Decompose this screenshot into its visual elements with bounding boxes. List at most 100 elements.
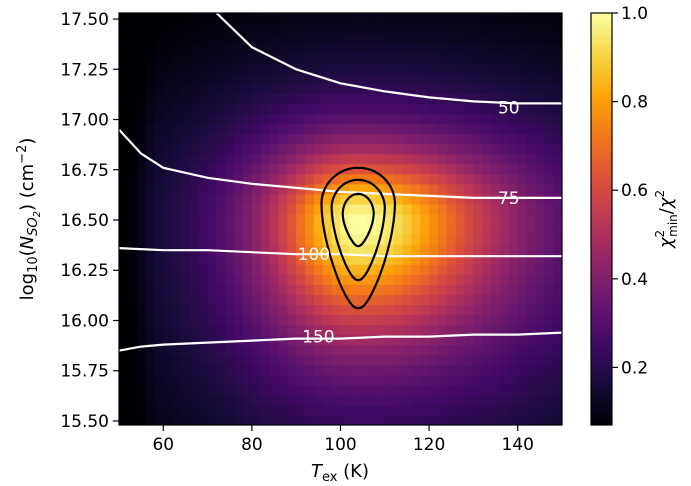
heatmap-cell xyxy=(367,314,377,326)
heatmap-cell xyxy=(420,294,430,306)
heatmap-cell xyxy=(455,123,466,135)
heatmap-cell xyxy=(508,254,519,265)
heatmap-cell xyxy=(225,334,235,346)
heatmap-cell xyxy=(473,334,483,346)
heatmap-cell xyxy=(163,264,173,275)
heatmap-cell xyxy=(358,43,368,54)
heatmap-cell xyxy=(437,143,448,155)
confidence-contour-3 xyxy=(341,192,375,248)
heatmap-cell xyxy=(464,254,474,265)
heatmap-cell xyxy=(145,414,156,425)
heatmap-cell xyxy=(358,234,368,245)
heatmap-cell xyxy=(375,153,386,165)
heatmap-cell xyxy=(207,13,218,24)
heatmap-cell xyxy=(393,404,404,416)
heatmap-cell xyxy=(287,213,297,225)
heatmap-cell xyxy=(429,264,439,275)
heatmap-cell xyxy=(420,63,430,74)
heatmap-cell xyxy=(305,294,315,306)
heatmap-cell xyxy=(393,23,404,34)
heatmap-cell xyxy=(119,334,129,346)
heatmap-cell xyxy=(411,274,421,285)
heatmap-cell xyxy=(544,183,554,195)
heatmap-cell xyxy=(296,364,306,376)
heatmap-cell xyxy=(145,404,156,416)
heatmap-cell xyxy=(544,304,554,316)
heatmap-cell xyxy=(526,274,537,285)
heatmap-cell xyxy=(313,344,324,356)
heatmap-cell xyxy=(207,394,218,406)
heatmap-cell xyxy=(402,203,412,215)
heatmap-cell xyxy=(278,254,288,265)
heatmap-cell xyxy=(260,284,271,295)
y-tick-label: 15.75 xyxy=(60,362,109,382)
heatmap-cell xyxy=(172,364,182,376)
heatmap-cell xyxy=(251,244,262,255)
heatmap-cell xyxy=(243,414,253,425)
heatmap-cell xyxy=(216,384,226,396)
heatmap-cell xyxy=(216,244,226,255)
heatmap-cell xyxy=(526,163,537,175)
heatmap-cell xyxy=(526,234,537,245)
heatmap-cell xyxy=(163,374,173,386)
heatmap-cell xyxy=(313,244,324,255)
heatmap-cell xyxy=(127,183,138,195)
heatmap-cell xyxy=(225,364,235,376)
heatmap-cell xyxy=(287,163,297,175)
heatmap-cell xyxy=(234,334,244,346)
heatmap-cell xyxy=(508,244,519,255)
heatmap-cell xyxy=(535,324,545,336)
heatmap-cell xyxy=(136,43,147,54)
colorbar-gradient xyxy=(591,13,612,425)
heatmap-cell xyxy=(243,83,253,94)
heatmap-cell xyxy=(127,93,138,105)
heatmap-cell xyxy=(517,284,528,295)
heatmap-cell xyxy=(499,244,510,255)
heatmap-cell xyxy=(491,43,501,54)
heatmap-cell xyxy=(473,364,483,376)
heatmap-cell xyxy=(499,183,510,195)
heatmap-cell xyxy=(181,324,191,336)
heatmap-cell xyxy=(437,414,448,425)
heatmap-cell xyxy=(367,13,377,24)
heatmap-cell xyxy=(429,394,439,406)
heatmap-cell xyxy=(429,183,439,195)
heatmap-cell xyxy=(349,183,359,195)
heatmap-cell xyxy=(127,113,138,125)
heatmap-cell xyxy=(446,294,457,306)
heatmap-cell xyxy=(446,234,457,245)
heatmap-cell xyxy=(446,13,457,24)
heatmap-cell xyxy=(358,294,368,306)
heatmap-cell xyxy=(154,33,164,44)
heatmap-cell xyxy=(508,33,519,44)
heatmap-cell xyxy=(402,153,412,165)
heatmap-cell xyxy=(296,344,306,356)
heatmap-cell xyxy=(154,394,164,406)
heatmap-cell xyxy=(367,173,377,185)
heatmap-cell xyxy=(358,394,368,406)
heatmap-cell xyxy=(181,213,191,225)
heatmap-cell xyxy=(322,234,333,245)
heatmap-cell xyxy=(446,153,457,165)
heatmap-cell xyxy=(499,224,510,235)
heatmap-cell xyxy=(136,224,147,235)
heatmap-cell xyxy=(499,93,510,105)
heatmap-cell xyxy=(384,374,395,386)
heatmap-cell xyxy=(358,13,368,24)
heatmap-cell xyxy=(234,123,244,135)
heatmap-cell xyxy=(464,354,474,366)
colorbar-ticks: 0.20.40.60.81.0 xyxy=(612,4,648,378)
heatmap-cell xyxy=(260,254,271,265)
heatmap-cell xyxy=(189,203,200,215)
heatmap-cell xyxy=(189,334,200,346)
heatmap-cell xyxy=(189,173,200,185)
heatmap-cell xyxy=(482,73,492,84)
heatmap-cell xyxy=(508,123,519,135)
heatmap-cell xyxy=(154,254,164,265)
heatmap-cell xyxy=(526,183,537,195)
colorbar-label: χ2min/χ2 xyxy=(653,190,680,249)
heatmap-cell xyxy=(429,254,439,265)
heatmap-cell xyxy=(429,244,439,255)
heatmap-cell xyxy=(234,364,244,376)
heatmap-cell xyxy=(349,193,359,205)
